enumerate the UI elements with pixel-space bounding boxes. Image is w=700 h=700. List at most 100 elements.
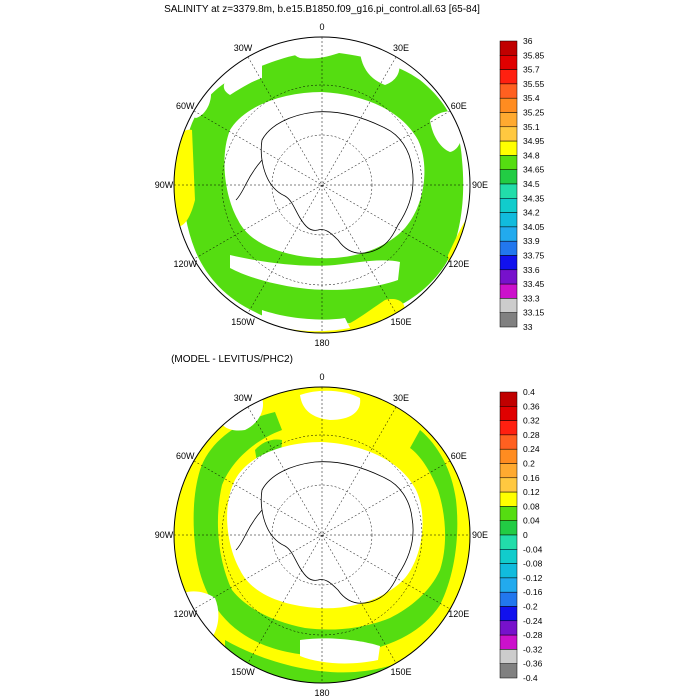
no-data-region bbox=[300, 638, 380, 664]
antarctic-peninsula bbox=[235, 509, 263, 551]
longitude-label: 30E bbox=[393, 43, 409, 53]
colorbar-swatch bbox=[499, 649, 518, 664]
colorbar-label: 35.7 bbox=[523, 65, 540, 75]
colorbar-label: 0.28 bbox=[523, 430, 540, 440]
longitude-label: 150W bbox=[231, 317, 255, 327]
colorbar-swatch bbox=[499, 298, 518, 313]
panel-salinity: SALINITY at z=3379.8m, b.e15.B1850.f09_g… bbox=[155, 4, 545, 348]
colorbar-swatch bbox=[499, 563, 518, 579]
colorbar-swatch bbox=[499, 591, 518, 607]
colorbar-swatch bbox=[499, 140, 518, 156]
colorbar-swatch bbox=[499, 112, 518, 128]
map-boundary bbox=[173, 386, 471, 684]
longitude-labels: 0 30E 60E 90E 120E 150E 180 150W 120W 90W 60W 30W bbox=[155, 372, 488, 698]
map-grid bbox=[174, 37, 470, 333]
colorbar-label: 34.05 bbox=[523, 222, 545, 232]
colorbar-label: -0.28 bbox=[523, 630, 543, 640]
panel-difference: (MODEL - LEVITUS/PHC2) bbox=[155, 354, 543, 698]
colorbar-swatch bbox=[499, 463, 518, 479]
longitude-label: 0 bbox=[319, 22, 324, 32]
longitude-label: 60W bbox=[176, 101, 195, 111]
salinity-field bbox=[174, 38, 470, 333]
colorbar-swatch bbox=[499, 126, 518, 142]
colorbar-swatch bbox=[499, 620, 518, 636]
colorbar-swatch bbox=[499, 40, 518, 56]
colorbar-swatch bbox=[499, 55, 518, 70]
longitude-label: 30E bbox=[393, 393, 409, 403]
colorbar-label: 35.25 bbox=[523, 108, 545, 118]
longitude-label: 120E bbox=[448, 259, 469, 269]
colorbar-label: -0.16 bbox=[523, 587, 543, 597]
colorbar-label: -0.04 bbox=[523, 544, 543, 554]
colorbar-swatch bbox=[499, 183, 518, 199]
colorbar-swatch bbox=[499, 520, 518, 536]
colorbar-label: 35.85 bbox=[523, 50, 545, 60]
colorbar-label: 34.5 bbox=[523, 179, 540, 189]
colorbar-label: -0.2 bbox=[523, 602, 538, 612]
colorbar-label: 33.45 bbox=[523, 279, 545, 289]
colorbar-swatch bbox=[499, 549, 518, 564]
colorbar-label: 35.55 bbox=[523, 79, 545, 89]
map-boundary bbox=[173, 36, 471, 334]
longitude-label: 150E bbox=[390, 667, 411, 677]
colorbar-label: 33 bbox=[523, 322, 533, 332]
longitude-label: 60E bbox=[451, 101, 467, 111]
colorbar-label: -0.32 bbox=[523, 644, 543, 654]
colorbar-swatch bbox=[499, 198, 518, 213]
colorbar-swatch bbox=[499, 420, 518, 436]
colorbar: 0.4 0.36 0.32 0.28 0.24 0.2 0.16 0.12 0.08 0.04 0 -… bbox=[499, 387, 543, 683]
colorbar-swatch bbox=[499, 69, 518, 85]
colorbar-label: 35.1 bbox=[523, 122, 540, 132]
longitude-label: 90E bbox=[472, 180, 488, 190]
colorbar-swatch bbox=[499, 606, 518, 622]
longitude-label: 60E bbox=[451, 451, 467, 461]
no-data-region bbox=[300, 390, 361, 420]
longitude-labels: 0 30E 60E 90E 120E 150E 180 150W 120W 90W 60W 30W bbox=[155, 22, 488, 348]
colorbar-swatch bbox=[499, 240, 518, 256]
colorbar-swatch bbox=[499, 448, 518, 464]
colorbar-swatch bbox=[499, 83, 518, 99]
colorbar-label: 0 bbox=[523, 530, 528, 540]
antarctica-coastline bbox=[260, 461, 414, 604]
colorbar-swatch bbox=[499, 97, 518, 113]
no-data-region bbox=[230, 255, 400, 290]
longitude-label: 0 bbox=[319, 372, 324, 382]
longitude-label: 120E bbox=[448, 609, 469, 619]
longitude-label: 30W bbox=[234, 393, 253, 403]
colorbar-label: 0.24 bbox=[523, 444, 540, 454]
colorbar-swatch bbox=[499, 212, 518, 228]
colorbar-label: 35.4 bbox=[523, 93, 540, 103]
colorbar-label: 33.75 bbox=[523, 251, 545, 261]
longitude-label: 150W bbox=[231, 667, 255, 677]
colorbar-label: -0.12 bbox=[523, 573, 543, 583]
colorbar-label: 33.15 bbox=[523, 308, 545, 318]
colorbar-swatch bbox=[499, 312, 518, 328]
colorbar-label: 36 bbox=[523, 36, 533, 46]
no-data-region bbox=[360, 50, 400, 85]
no-data-region bbox=[227, 442, 423, 609]
difference-field bbox=[174, 387, 470, 683]
colorbar-swatch bbox=[499, 391, 518, 407]
antarctic-peninsula bbox=[235, 159, 263, 201]
colorbar-label: 0.4 bbox=[523, 387, 535, 397]
no-data-region bbox=[223, 62, 262, 95]
no-data-region bbox=[220, 397, 264, 431]
colorbar-swatch bbox=[499, 255, 518, 271]
colorbar-label: 0.04 bbox=[523, 516, 540, 526]
colorbar-label: 34.95 bbox=[523, 136, 545, 146]
colorbar-label: 33.3 bbox=[523, 293, 540, 303]
colorbar-swatch bbox=[499, 634, 518, 650]
colorbar-swatch bbox=[499, 406, 518, 421]
colorbar-swatch bbox=[499, 663, 518, 679]
colorbar-label: 0.32 bbox=[523, 416, 540, 426]
panel-title: (MODEL - LEVITUS/PHC2) bbox=[171, 354, 293, 365]
colorbar-label: 0.36 bbox=[523, 401, 540, 411]
panel-title: SALINITY at z=3379.8m, b.e15.B1850.f09_g… bbox=[164, 4, 480, 15]
colorbar-swatch bbox=[499, 226, 518, 242]
map-grid bbox=[174, 387, 470, 683]
no-data-region bbox=[430, 111, 463, 152]
colorbar: 36 35.85 35.7 35.55 35.4 35.25 35.1 34.95 34.8 34… bbox=[499, 36, 545, 332]
no-data-region bbox=[224, 92, 425, 259]
